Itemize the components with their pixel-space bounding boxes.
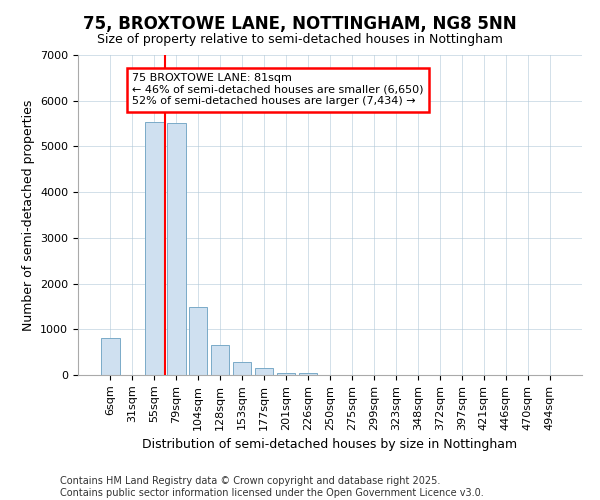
Bar [277, 372, 295, 375]
Bar [167, 122, 185, 375]
Bar [101, 338, 119, 375]
Bar [233, 362, 251, 375]
Bar [145, 122, 164, 375]
X-axis label: Distribution of semi-detached houses by size in Nottingham: Distribution of semi-detached houses by … [142, 438, 518, 451]
Bar [255, 368, 274, 375]
Bar [211, 346, 229, 375]
Text: Size of property relative to semi-detached houses in Nottingham: Size of property relative to semi-detach… [97, 32, 503, 46]
Text: 75 BROXTOWE LANE: 81sqm
← 46% of semi-detached houses are smaller (6,650)
52% of: 75 BROXTOWE LANE: 81sqm ← 46% of semi-de… [132, 74, 424, 106]
Text: Contains HM Land Registry data © Crown copyright and database right 2025.
Contai: Contains HM Land Registry data © Crown c… [60, 476, 484, 498]
Text: 75, BROXTOWE LANE, NOTTINGHAM, NG8 5NN: 75, BROXTOWE LANE, NOTTINGHAM, NG8 5NN [83, 15, 517, 33]
Y-axis label: Number of semi-detached properties: Number of semi-detached properties [22, 100, 35, 330]
Bar [299, 372, 317, 375]
Bar [189, 308, 208, 375]
